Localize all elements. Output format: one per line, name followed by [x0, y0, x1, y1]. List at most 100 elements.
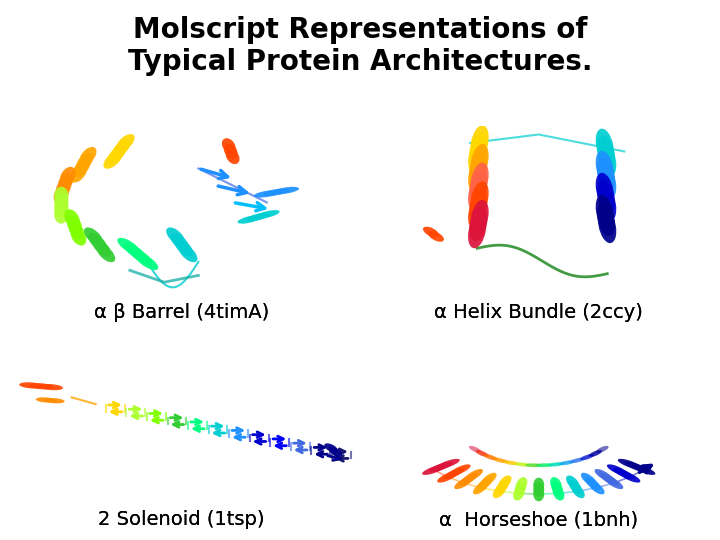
Ellipse shape — [513, 462, 529, 467]
Text: α β Barrel (4timA): α β Barrel (4timA) — [94, 303, 269, 322]
Ellipse shape — [471, 200, 489, 234]
Ellipse shape — [625, 462, 648, 472]
Ellipse shape — [580, 454, 594, 460]
Ellipse shape — [596, 446, 608, 453]
Ellipse shape — [553, 486, 564, 501]
Ellipse shape — [238, 215, 262, 224]
Ellipse shape — [471, 181, 489, 215]
Text: α  Horseshoe (1bnh): α Horseshoe (1bnh) — [439, 510, 639, 529]
Ellipse shape — [613, 468, 634, 479]
Ellipse shape — [124, 243, 146, 260]
Ellipse shape — [552, 482, 563, 496]
Ellipse shape — [471, 163, 489, 197]
Ellipse shape — [493, 458, 509, 463]
Ellipse shape — [471, 144, 489, 178]
Ellipse shape — [36, 397, 56, 403]
Ellipse shape — [437, 471, 458, 483]
Ellipse shape — [481, 472, 497, 486]
Ellipse shape — [454, 477, 473, 489]
Ellipse shape — [569, 458, 585, 463]
Ellipse shape — [116, 134, 135, 152]
Ellipse shape — [464, 469, 483, 482]
Ellipse shape — [484, 455, 499, 460]
Ellipse shape — [483, 454, 497, 460]
Ellipse shape — [469, 132, 487, 166]
Ellipse shape — [60, 167, 76, 185]
Ellipse shape — [264, 188, 289, 196]
Ellipse shape — [40, 384, 63, 390]
Ellipse shape — [536, 463, 554, 467]
Ellipse shape — [273, 187, 299, 194]
Ellipse shape — [598, 143, 616, 177]
Ellipse shape — [468, 140, 486, 173]
Ellipse shape — [514, 482, 526, 496]
Ellipse shape — [492, 484, 506, 498]
Ellipse shape — [84, 227, 103, 245]
Ellipse shape — [428, 231, 444, 242]
Ellipse shape — [534, 487, 544, 501]
Ellipse shape — [600, 473, 618, 485]
Ellipse shape — [130, 248, 152, 265]
Ellipse shape — [179, 245, 197, 262]
Ellipse shape — [469, 446, 481, 453]
Ellipse shape — [469, 170, 487, 204]
Ellipse shape — [559, 460, 575, 465]
Ellipse shape — [585, 477, 600, 490]
Ellipse shape — [516, 477, 528, 491]
Ellipse shape — [429, 462, 453, 472]
Ellipse shape — [104, 151, 122, 169]
Ellipse shape — [534, 482, 544, 497]
Ellipse shape — [469, 188, 487, 222]
Ellipse shape — [579, 455, 594, 460]
Ellipse shape — [566, 475, 580, 489]
Text: Molscript Representations of
Typical Protein Architectures.: Molscript Representations of Typical Pro… — [127, 16, 593, 76]
Ellipse shape — [468, 158, 486, 192]
Ellipse shape — [469, 151, 487, 185]
Ellipse shape — [469, 207, 487, 241]
Ellipse shape — [444, 468, 464, 479]
Ellipse shape — [54, 199, 68, 218]
Ellipse shape — [525, 463, 542, 467]
Ellipse shape — [328, 447, 342, 456]
Ellipse shape — [54, 187, 68, 205]
Ellipse shape — [54, 205, 68, 224]
Ellipse shape — [54, 193, 68, 212]
Ellipse shape — [166, 227, 185, 245]
Ellipse shape — [53, 185, 69, 203]
Ellipse shape — [595, 173, 613, 207]
Text: α β Barrel (4timA): α β Barrel (4timA) — [94, 303, 269, 322]
Ellipse shape — [569, 480, 582, 494]
Ellipse shape — [171, 233, 189, 251]
Ellipse shape — [619, 471, 640, 483]
Ellipse shape — [475, 450, 488, 457]
Ellipse shape — [324, 443, 338, 453]
Ellipse shape — [225, 149, 240, 164]
Ellipse shape — [598, 165, 616, 199]
Ellipse shape — [597, 180, 615, 214]
Ellipse shape — [498, 475, 511, 489]
Ellipse shape — [514, 463, 531, 467]
Ellipse shape — [605, 477, 624, 489]
Text: α Helix Bundle (2ccy): α Helix Bundle (2ccy) — [434, 303, 643, 322]
Ellipse shape — [503, 461, 520, 465]
Ellipse shape — [581, 472, 597, 486]
Ellipse shape — [88, 233, 107, 251]
Ellipse shape — [135, 254, 158, 270]
Ellipse shape — [595, 151, 613, 185]
Ellipse shape — [558, 461, 575, 465]
Text: α Helix Bundle (2ccy): α Helix Bundle (2ccy) — [434, 303, 643, 322]
Ellipse shape — [70, 165, 87, 183]
Ellipse shape — [595, 195, 613, 229]
Ellipse shape — [589, 481, 605, 495]
Text: 2 Solenoid (1tsp): 2 Solenoid (1tsp) — [98, 510, 264, 529]
Ellipse shape — [595, 129, 613, 163]
Ellipse shape — [174, 239, 193, 256]
Ellipse shape — [112, 140, 130, 158]
Ellipse shape — [534, 478, 544, 492]
Ellipse shape — [632, 465, 655, 475]
Ellipse shape — [492, 457, 507, 463]
Ellipse shape — [477, 477, 492, 490]
Ellipse shape — [76, 153, 94, 171]
Ellipse shape — [597, 202, 615, 236]
Ellipse shape — [92, 239, 111, 256]
